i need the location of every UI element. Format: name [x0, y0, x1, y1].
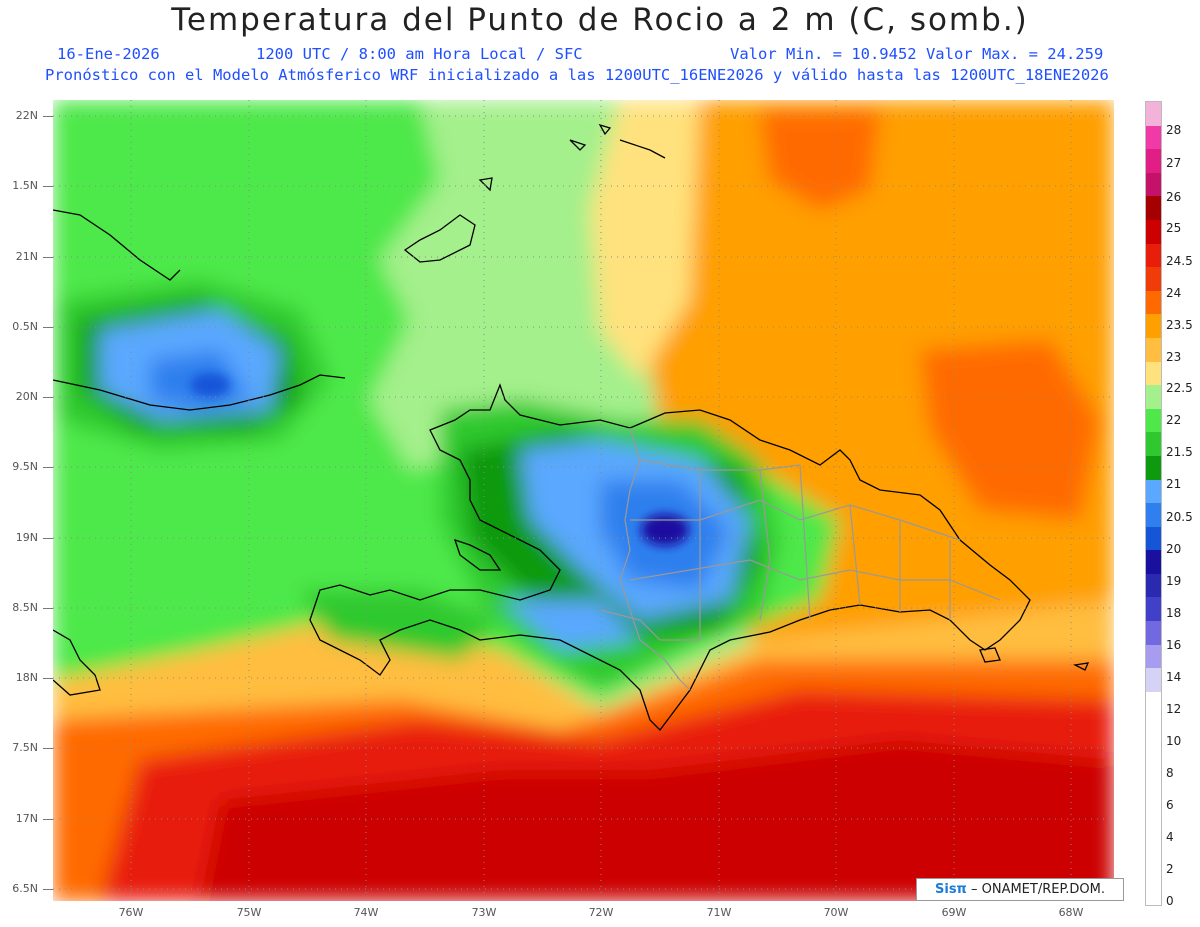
lon-label: 72W	[588, 906, 614, 919]
lon-label: 70W	[823, 906, 849, 919]
legend-swatch	[1146, 550, 1161, 574]
lon-label: 71W	[706, 906, 732, 919]
legend-label: 18	[1166, 606, 1182, 620]
legend-swatch	[1146, 125, 1161, 150]
lon-label: 68W	[1058, 906, 1084, 919]
legend-label: 25	[1166, 221, 1182, 235]
lat-label: 1.5N	[12, 179, 38, 192]
map-title: Temperatura del Punto de Rocio a 2 m (C,…	[171, 2, 1029, 38]
lat-label: 17N	[15, 812, 38, 825]
lon-label: 74W	[353, 906, 379, 919]
legend-swatch	[1146, 644, 1161, 669]
lat-tick	[43, 327, 53, 328]
legend-label: 21.5	[1166, 445, 1193, 459]
legend-swatch	[1146, 337, 1161, 362]
legend-swatch	[1146, 621, 1161, 645]
legend-swatch	[1146, 691, 1161, 716]
lat-tick	[43, 257, 53, 258]
legend-swatch	[1146, 172, 1161, 197]
legend-swatch	[1146, 597, 1161, 622]
legend-swatch	[1146, 102, 1161, 126]
lat-label: 0.5N	[12, 320, 38, 333]
color-legend	[1145, 101, 1162, 906]
value-range: Valor Min. = 10.9452 Valor Max. = 24.259	[730, 45, 1104, 63]
legend-label: 22	[1166, 413, 1182, 427]
legend-swatch	[1146, 290, 1161, 315]
lat-label: 21N	[15, 250, 38, 263]
lat-tick	[43, 186, 53, 187]
legend-label: 22.5	[1166, 381, 1193, 395]
lat-label: 9.5N	[12, 460, 38, 473]
legend-swatch	[1146, 526, 1161, 551]
legend-label: 10	[1166, 734, 1182, 748]
legend-label: 16	[1166, 638, 1182, 652]
lat-label: 18N	[15, 671, 38, 684]
lat-label: 20N	[15, 390, 38, 403]
legend-swatch	[1146, 243, 1161, 268]
legend-label: 27	[1166, 156, 1182, 170]
legend-label: 19	[1166, 574, 1182, 588]
legend-swatch	[1146, 503, 1161, 527]
coastlines	[53, 123, 1090, 731]
lat-tick	[43, 819, 53, 820]
lat-label: 22N	[15, 109, 38, 122]
legend-swatch	[1146, 668, 1161, 692]
legend-swatch	[1146, 455, 1161, 480]
legend-label: 23	[1166, 350, 1182, 364]
lon-label: 69W	[941, 906, 967, 919]
legend-label: 26	[1166, 190, 1182, 204]
forecast-date: 16-Ene-2026	[57, 45, 160, 63]
legend-label: 12	[1166, 702, 1182, 716]
legend-swatch	[1146, 385, 1161, 409]
lat-tick	[43, 889, 53, 890]
lat-tick	[43, 397, 53, 398]
legend-swatch	[1146, 408, 1161, 433]
dewpoint-map	[53, 100, 1114, 901]
credit-brand: Sisπ	[935, 882, 967, 897]
lat-tick	[43, 538, 53, 539]
lat-label: 19N	[15, 531, 38, 544]
legend-swatch	[1146, 149, 1161, 173]
legend-label: 2	[1166, 862, 1174, 876]
lat-label: 8.5N	[12, 601, 38, 614]
forecast-note: Pronóstico con el Modelo Atmósferico WRF…	[45, 66, 1109, 84]
legend-swatch	[1146, 196, 1161, 220]
legend-swatch	[1146, 432, 1161, 456]
legend-swatch	[1146, 219, 1161, 244]
lat-tick	[43, 748, 53, 749]
lon-label: 73W	[471, 906, 497, 919]
legend-label: 0	[1166, 894, 1174, 908]
lat-label: 7.5N	[12, 741, 38, 754]
lat-tick	[43, 608, 53, 609]
lon-label: 75W	[236, 906, 262, 919]
legend-label: 8	[1166, 766, 1174, 780]
legend-label: 20	[1166, 542, 1182, 556]
legend-swatch	[1146, 314, 1161, 338]
legend-swatch	[1146, 267, 1161, 291]
legend-label: 21	[1166, 477, 1182, 491]
legend-swatch	[1146, 479, 1161, 504]
lat-label: 6.5N	[12, 882, 38, 895]
lat-tick	[43, 116, 53, 117]
legend-label: 24	[1166, 286, 1182, 300]
legend-swatch	[1146, 361, 1161, 386]
lon-label: 76W	[118, 906, 144, 919]
legend-label: 4	[1166, 830, 1174, 844]
dewpoint-field	[53, 100, 1114, 901]
legend-label: 28	[1166, 123, 1182, 137]
legend-label: 23.5	[1166, 318, 1193, 332]
legend-label: 24.5	[1166, 254, 1193, 268]
lat-tick	[43, 467, 53, 468]
legend-label: 6	[1166, 798, 1174, 812]
legend-swatch	[1146, 573, 1161, 598]
forecast-time: 1200 UTC / 8:00 am Hora Local / SFC	[256, 45, 583, 63]
lat-tick	[43, 678, 53, 679]
legend-label: 14	[1166, 670, 1182, 684]
credit-org: – ONAMET/REP.DOM.	[966, 882, 1105, 897]
legend-label: 20.5	[1166, 510, 1193, 524]
credit-box: Sisπ – ONAMET/REP.DOM.	[916, 878, 1124, 901]
